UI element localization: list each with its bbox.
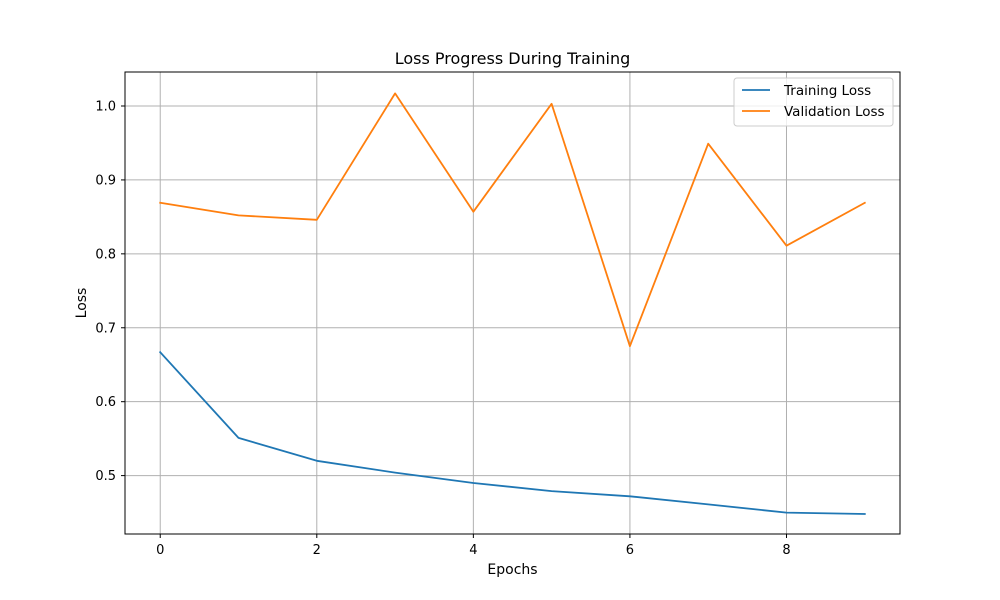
x-tick-label: 8 <box>782 543 790 558</box>
y-tick-label: 0.8 <box>95 247 116 262</box>
y-tick-label: 1.0 <box>95 100 116 115</box>
legend-label-validation-loss: Validation Loss <box>784 104 885 120</box>
grid-layer <box>125 72 900 534</box>
legend-label-training-loss: Training Loss <box>783 83 871 99</box>
validation-loss-line <box>159 92 867 348</box>
y-tick-label: 0.7 <box>95 321 116 336</box>
chart-title: Loss Progress During Training <box>395 49 631 68</box>
legend: Training Loss Validation Loss <box>733 77 894 127</box>
legend-box <box>733 77 894 127</box>
ticks-layer: 0 2 4 6 8 0.5 0.6 0.7 0.8 0.9 1.0 <box>95 100 790 558</box>
x-axis-label: Epochs <box>487 562 537 578</box>
y-tick-label: 0.9 <box>95 173 116 188</box>
y-tick-label: 0.5 <box>95 469 116 484</box>
plot-frame <box>124 71 901 535</box>
y-axis-label: Loss <box>74 288 90 319</box>
y-tick-label: 0.6 <box>95 395 116 410</box>
x-tick-label: 2 <box>313 543 321 558</box>
training-loss-line <box>158 350 866 515</box>
x-tick-label: 0 <box>156 543 164 558</box>
x-tick-label: 4 <box>469 543 477 558</box>
x-tick-label: 6 <box>626 543 634 558</box>
series-layer <box>158 92 867 515</box>
